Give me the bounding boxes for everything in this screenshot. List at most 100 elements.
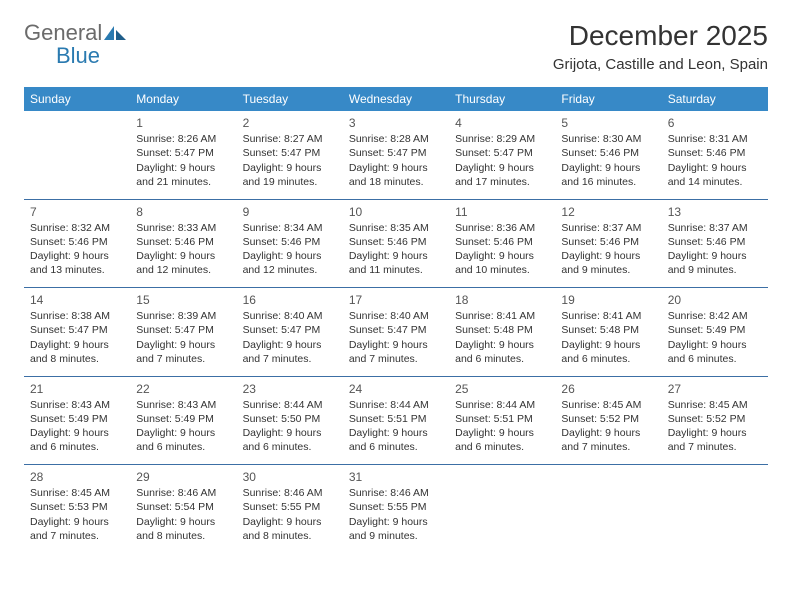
daylight-text: and 8 minutes. — [30, 352, 124, 366]
sunset-text: Sunset: 5:53 PM — [30, 500, 124, 514]
sunset-text: Sunset: 5:46 PM — [668, 146, 762, 160]
month-title: December 2025 — [553, 20, 768, 52]
sunset-text: Sunset: 5:47 PM — [349, 146, 443, 160]
daylight-text: Daylight: 9 hours — [30, 249, 124, 263]
calendar-cell: 3Sunrise: 8:28 AMSunset: 5:47 PMDaylight… — [343, 111, 449, 199]
day-number: 7 — [30, 204, 124, 221]
calendar-cell: 28Sunrise: 8:45 AMSunset: 5:53 PMDayligh… — [24, 465, 130, 553]
day-number: 13 — [668, 204, 762, 221]
sunrise-text: Sunrise: 8:40 AM — [349, 309, 443, 323]
daylight-text: and 6 minutes. — [136, 440, 230, 454]
daylight-text: Daylight: 9 hours — [668, 426, 762, 440]
daylight-text: Daylight: 9 hours — [243, 515, 337, 529]
day-number: 17 — [349, 292, 443, 309]
sunset-text: Sunset: 5:55 PM — [349, 500, 443, 514]
daylight-text: Daylight: 9 hours — [455, 338, 549, 352]
daylight-text: and 7 minutes. — [349, 352, 443, 366]
daylight-text: Daylight: 9 hours — [455, 426, 549, 440]
day-header: Wednesday — [343, 87, 449, 111]
daylight-text: Daylight: 9 hours — [561, 338, 655, 352]
day-number: 26 — [561, 381, 655, 398]
daylight-text: and 14 minutes. — [668, 175, 762, 189]
day-number: 30 — [243, 469, 337, 486]
daylight-text: and 6 minutes. — [668, 352, 762, 366]
daylight-text: and 16 minutes. — [561, 175, 655, 189]
calendar-cell: 13Sunrise: 8:37 AMSunset: 5:46 PMDayligh… — [662, 200, 768, 288]
sunset-text: Sunset: 5:49 PM — [668, 323, 762, 337]
daylight-text: Daylight: 9 hours — [243, 426, 337, 440]
sunset-text: Sunset: 5:47 PM — [455, 146, 549, 160]
daylight-text: Daylight: 9 hours — [349, 515, 443, 529]
daylight-text: Daylight: 9 hours — [349, 249, 443, 263]
sunrise-text: Sunrise: 8:31 AM — [668, 132, 762, 146]
daylight-text: Daylight: 9 hours — [136, 426, 230, 440]
daylight-text: Daylight: 9 hours — [349, 338, 443, 352]
logo-sail-icon — [102, 24, 128, 47]
sunset-text: Sunset: 5:46 PM — [243, 235, 337, 249]
daylight-text: and 8 minutes. — [243, 529, 337, 543]
daylight-text: Daylight: 9 hours — [243, 161, 337, 175]
calendar-cell: 9Sunrise: 8:34 AMSunset: 5:46 PMDaylight… — [237, 200, 343, 288]
calendar-week-row: 14Sunrise: 8:38 AMSunset: 5:47 PMDayligh… — [24, 288, 768, 376]
daylight-text: Daylight: 9 hours — [668, 249, 762, 263]
daylight-text: and 8 minutes. — [136, 529, 230, 543]
day-number: 21 — [30, 381, 124, 398]
day-number: 3 — [349, 115, 443, 132]
sunset-text: Sunset: 5:51 PM — [349, 412, 443, 426]
day-header: Saturday — [662, 87, 768, 111]
daylight-text: Daylight: 9 hours — [243, 338, 337, 352]
daylight-text: Daylight: 9 hours — [455, 249, 549, 263]
calendar-cell: 21Sunrise: 8:43 AMSunset: 5:49 PMDayligh… — [24, 377, 130, 465]
calendar-cell: 2Sunrise: 8:27 AMSunset: 5:47 PMDaylight… — [237, 111, 343, 199]
daylight-text: and 6 minutes. — [561, 352, 655, 366]
calendar-cell: 27Sunrise: 8:45 AMSunset: 5:52 PMDayligh… — [662, 377, 768, 465]
calendar-week-row: 21Sunrise: 8:43 AMSunset: 5:49 PMDayligh… — [24, 377, 768, 465]
sunset-text: Sunset: 5:49 PM — [30, 412, 124, 426]
sunrise-text: Sunrise: 8:46 AM — [136, 486, 230, 500]
sunrise-text: Sunrise: 8:38 AM — [30, 309, 124, 323]
day-number: 23 — [243, 381, 337, 398]
calendar-cell: 11Sunrise: 8:36 AMSunset: 5:46 PMDayligh… — [449, 200, 555, 288]
daylight-text: and 6 minutes. — [455, 352, 549, 366]
calendar-cell: 31Sunrise: 8:46 AMSunset: 5:55 PMDayligh… — [343, 465, 449, 553]
sunset-text: Sunset: 5:46 PM — [561, 146, 655, 160]
daylight-text: and 12 minutes. — [243, 263, 337, 277]
sunset-text: Sunset: 5:48 PM — [561, 323, 655, 337]
daylight-text: Daylight: 9 hours — [136, 338, 230, 352]
day-number: 11 — [455, 204, 549, 221]
sunset-text: Sunset: 5:47 PM — [30, 323, 124, 337]
sunset-text: Sunset: 5:46 PM — [30, 235, 124, 249]
day-header: Sunday — [24, 87, 130, 111]
daylight-text: and 7 minutes. — [136, 352, 230, 366]
daylight-text: Daylight: 9 hours — [561, 249, 655, 263]
sunrise-text: Sunrise: 8:42 AM — [668, 309, 762, 323]
daylight-text: Daylight: 9 hours — [561, 161, 655, 175]
daylight-text: and 7 minutes. — [668, 440, 762, 454]
sunrise-text: Sunrise: 8:36 AM — [455, 221, 549, 235]
calendar-week-row: 1Sunrise: 8:26 AMSunset: 5:47 PMDaylight… — [24, 111, 768, 199]
sunrise-text: Sunrise: 8:34 AM — [243, 221, 337, 235]
day-number: 6 — [668, 115, 762, 132]
daylight-text: and 7 minutes. — [243, 352, 337, 366]
day-number: 28 — [30, 469, 124, 486]
sunset-text: Sunset: 5:46 PM — [136, 235, 230, 249]
day-number: 9 — [243, 204, 337, 221]
sunset-text: Sunset: 5:52 PM — [668, 412, 762, 426]
sunset-text: Sunset: 5:46 PM — [455, 235, 549, 249]
day-number: 19 — [561, 292, 655, 309]
calendar-cell: 7Sunrise: 8:32 AMSunset: 5:46 PMDaylight… — [24, 200, 130, 288]
sunrise-text: Sunrise: 8:39 AM — [136, 309, 230, 323]
day-number: 22 — [136, 381, 230, 398]
day-header: Monday — [130, 87, 236, 111]
sunset-text: Sunset: 5:46 PM — [349, 235, 443, 249]
sunset-text: Sunset: 5:52 PM — [561, 412, 655, 426]
calendar-cell: 4Sunrise: 8:29 AMSunset: 5:47 PMDaylight… — [449, 111, 555, 199]
sunset-text: Sunset: 5:47 PM — [136, 146, 230, 160]
sunset-text: Sunset: 5:50 PM — [243, 412, 337, 426]
day-number: 25 — [455, 381, 549, 398]
day-number: 29 — [136, 469, 230, 486]
sunset-text: Sunset: 5:48 PM — [455, 323, 549, 337]
calendar-head: Sunday Monday Tuesday Wednesday Thursday… — [24, 87, 768, 111]
sunrise-text: Sunrise: 8:37 AM — [668, 221, 762, 235]
sunrise-text: Sunrise: 8:29 AM — [455, 132, 549, 146]
